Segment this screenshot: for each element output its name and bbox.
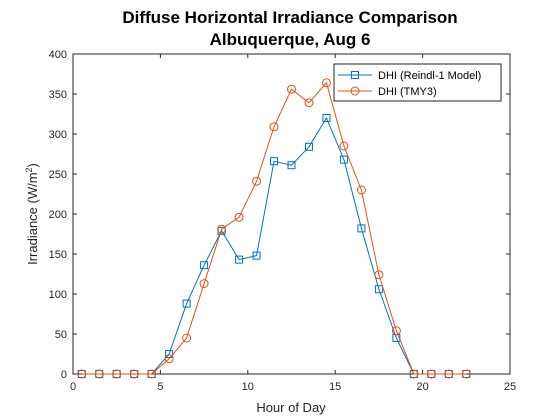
y-tick-label-0: 0	[61, 369, 67, 381]
y-tick-label-8: 400	[49, 49, 67, 61]
series-0-point-6	[182, 299, 191, 308]
x-tick-label-2: 10	[242, 381, 254, 393]
series-1-point-15	[339, 141, 349, 151]
y-axis-label-main: Irradiance (W/m	[25, 172, 40, 264]
x-axis-label: Hour of Day	[256, 400, 326, 415]
series-1-point-7	[199, 279, 209, 289]
series-0-point-16	[357, 224, 366, 233]
series-1-point-6	[182, 333, 192, 343]
series-line-1	[81, 81, 467, 375]
y-tick-label-3: 150	[49, 249, 67, 261]
series-0-point-10	[252, 251, 261, 260]
series-0-point-13	[304, 142, 313, 151]
series-1-point-8	[217, 224, 227, 234]
series-0-point-12	[287, 161, 296, 170]
series-1-point-22	[461, 369, 471, 379]
series-1-point-9	[234, 212, 244, 222]
series-0-point-11	[270, 157, 279, 166]
y-axis-label: Irradiance (W/m2)	[24, 163, 40, 265]
series-0-point-15	[339, 155, 348, 164]
series-1-point-11	[269, 122, 279, 132]
series-1-point-14	[321, 78, 331, 88]
y-tick-label-4: 200	[49, 209, 67, 221]
y-axis: 0 50 100 150 200 250 300 350 400	[49, 49, 510, 381]
series-1-point-1	[94, 369, 104, 379]
legend-label-tmy3: DHI (TMY3)	[378, 86, 437, 98]
y-tick-label-2: 100	[49, 289, 67, 301]
chart-title-line-1: Diffuse Horizontal Irradiance Comparison	[122, 8, 457, 27]
series-0-point-14	[322, 114, 331, 122]
y-tick-label-1: 50	[55, 329, 67, 341]
chart-title-line-2: Albuquerque, Aug 6	[210, 30, 371, 49]
series-0-point-7	[200, 261, 209, 270]
series-0-point-17	[374, 285, 383, 294]
x-tick-label-1: 5	[157, 381, 163, 393]
series-1-point-21	[444, 369, 454, 379]
series-1-point-5	[164, 354, 174, 364]
legend-label-reindl: DHI (Reindl-1 Model)	[378, 70, 481, 82]
legend: DHI (Reindl-1 Model) DHI (TMY3)	[333, 63, 502, 102]
x-tick-label-3: 15	[329, 381, 341, 393]
y-axis-label-superscript: 2	[24, 167, 34, 172]
y-tick-label-6: 300	[49, 129, 67, 141]
legend-marker-reindl	[351, 71, 359, 79]
series-1-point-3	[129, 369, 139, 379]
y-tick-label-5: 250	[49, 169, 67, 181]
series-layer	[77, 78, 471, 379]
x-tick-label-5: 25	[504, 381, 516, 393]
series-1-point-4	[147, 369, 157, 379]
series-1-point-10	[252, 176, 262, 186]
series-1-point-0	[77, 369, 87, 379]
series-1-point-17	[374, 270, 384, 280]
series-1-point-20	[426, 369, 436, 379]
y-tick-label-7: 350	[49, 89, 67, 101]
legend-box	[333, 63, 502, 102]
series-1-point-13	[304, 98, 314, 108]
series-1-point-19	[409, 369, 419, 379]
series-1-point-2	[112, 369, 122, 379]
series-1-point-18	[391, 326, 401, 336]
series-1-point-16	[356, 185, 366, 195]
plot-area	[72, 53, 511, 375]
x-tick-label-4: 20	[416, 381, 428, 393]
series-1-point-12	[287, 84, 296, 94]
legend-marker-tmy3	[350, 86, 360, 96]
series-0-point-9	[235, 255, 244, 264]
x-axis: 0 5 10 15 20 25	[70, 54, 516, 393]
y-axis-label-suffix: )	[25, 163, 40, 167]
x-tick-label-0: 0	[70, 381, 76, 393]
